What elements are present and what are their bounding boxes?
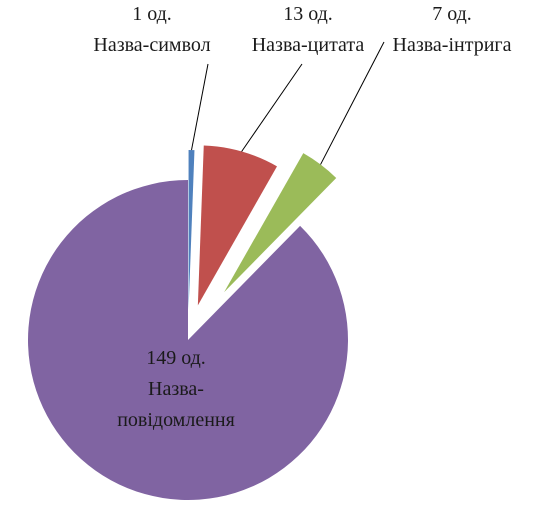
slice-count-label: 149 од.	[146, 347, 206, 369]
leader-line	[321, 42, 384, 164]
slice-name-label: Назва-символ	[93, 34, 210, 56]
slice-data-label: 1 од. Назва-символ	[93, 3, 210, 56]
slice-data-label: 7 од. Назва-інтрига	[393, 3, 512, 56]
pie-slice	[189, 150, 195, 310]
slice-name-label: Назва-інтрига	[393, 34, 512, 56]
slice-count-label: 7 од.	[432, 3, 472, 25]
leader-line	[242, 64, 302, 151]
slice-data-label: 13 од. Назва-цитата	[252, 3, 365, 56]
leader-line	[192, 64, 208, 150]
leader-lines	[192, 42, 384, 164]
pie-slice	[28, 180, 348, 500]
pie-slices	[28, 145, 348, 500]
slice-name-label: Назва-	[148, 378, 204, 400]
slice-count-label: 13 од.	[283, 3, 333, 25]
slice-name-label: повідомлення	[117, 409, 235, 431]
slice-name-label: Назва-цитата	[252, 34, 365, 56]
slice-count-label: 1 од.	[132, 3, 172, 25]
